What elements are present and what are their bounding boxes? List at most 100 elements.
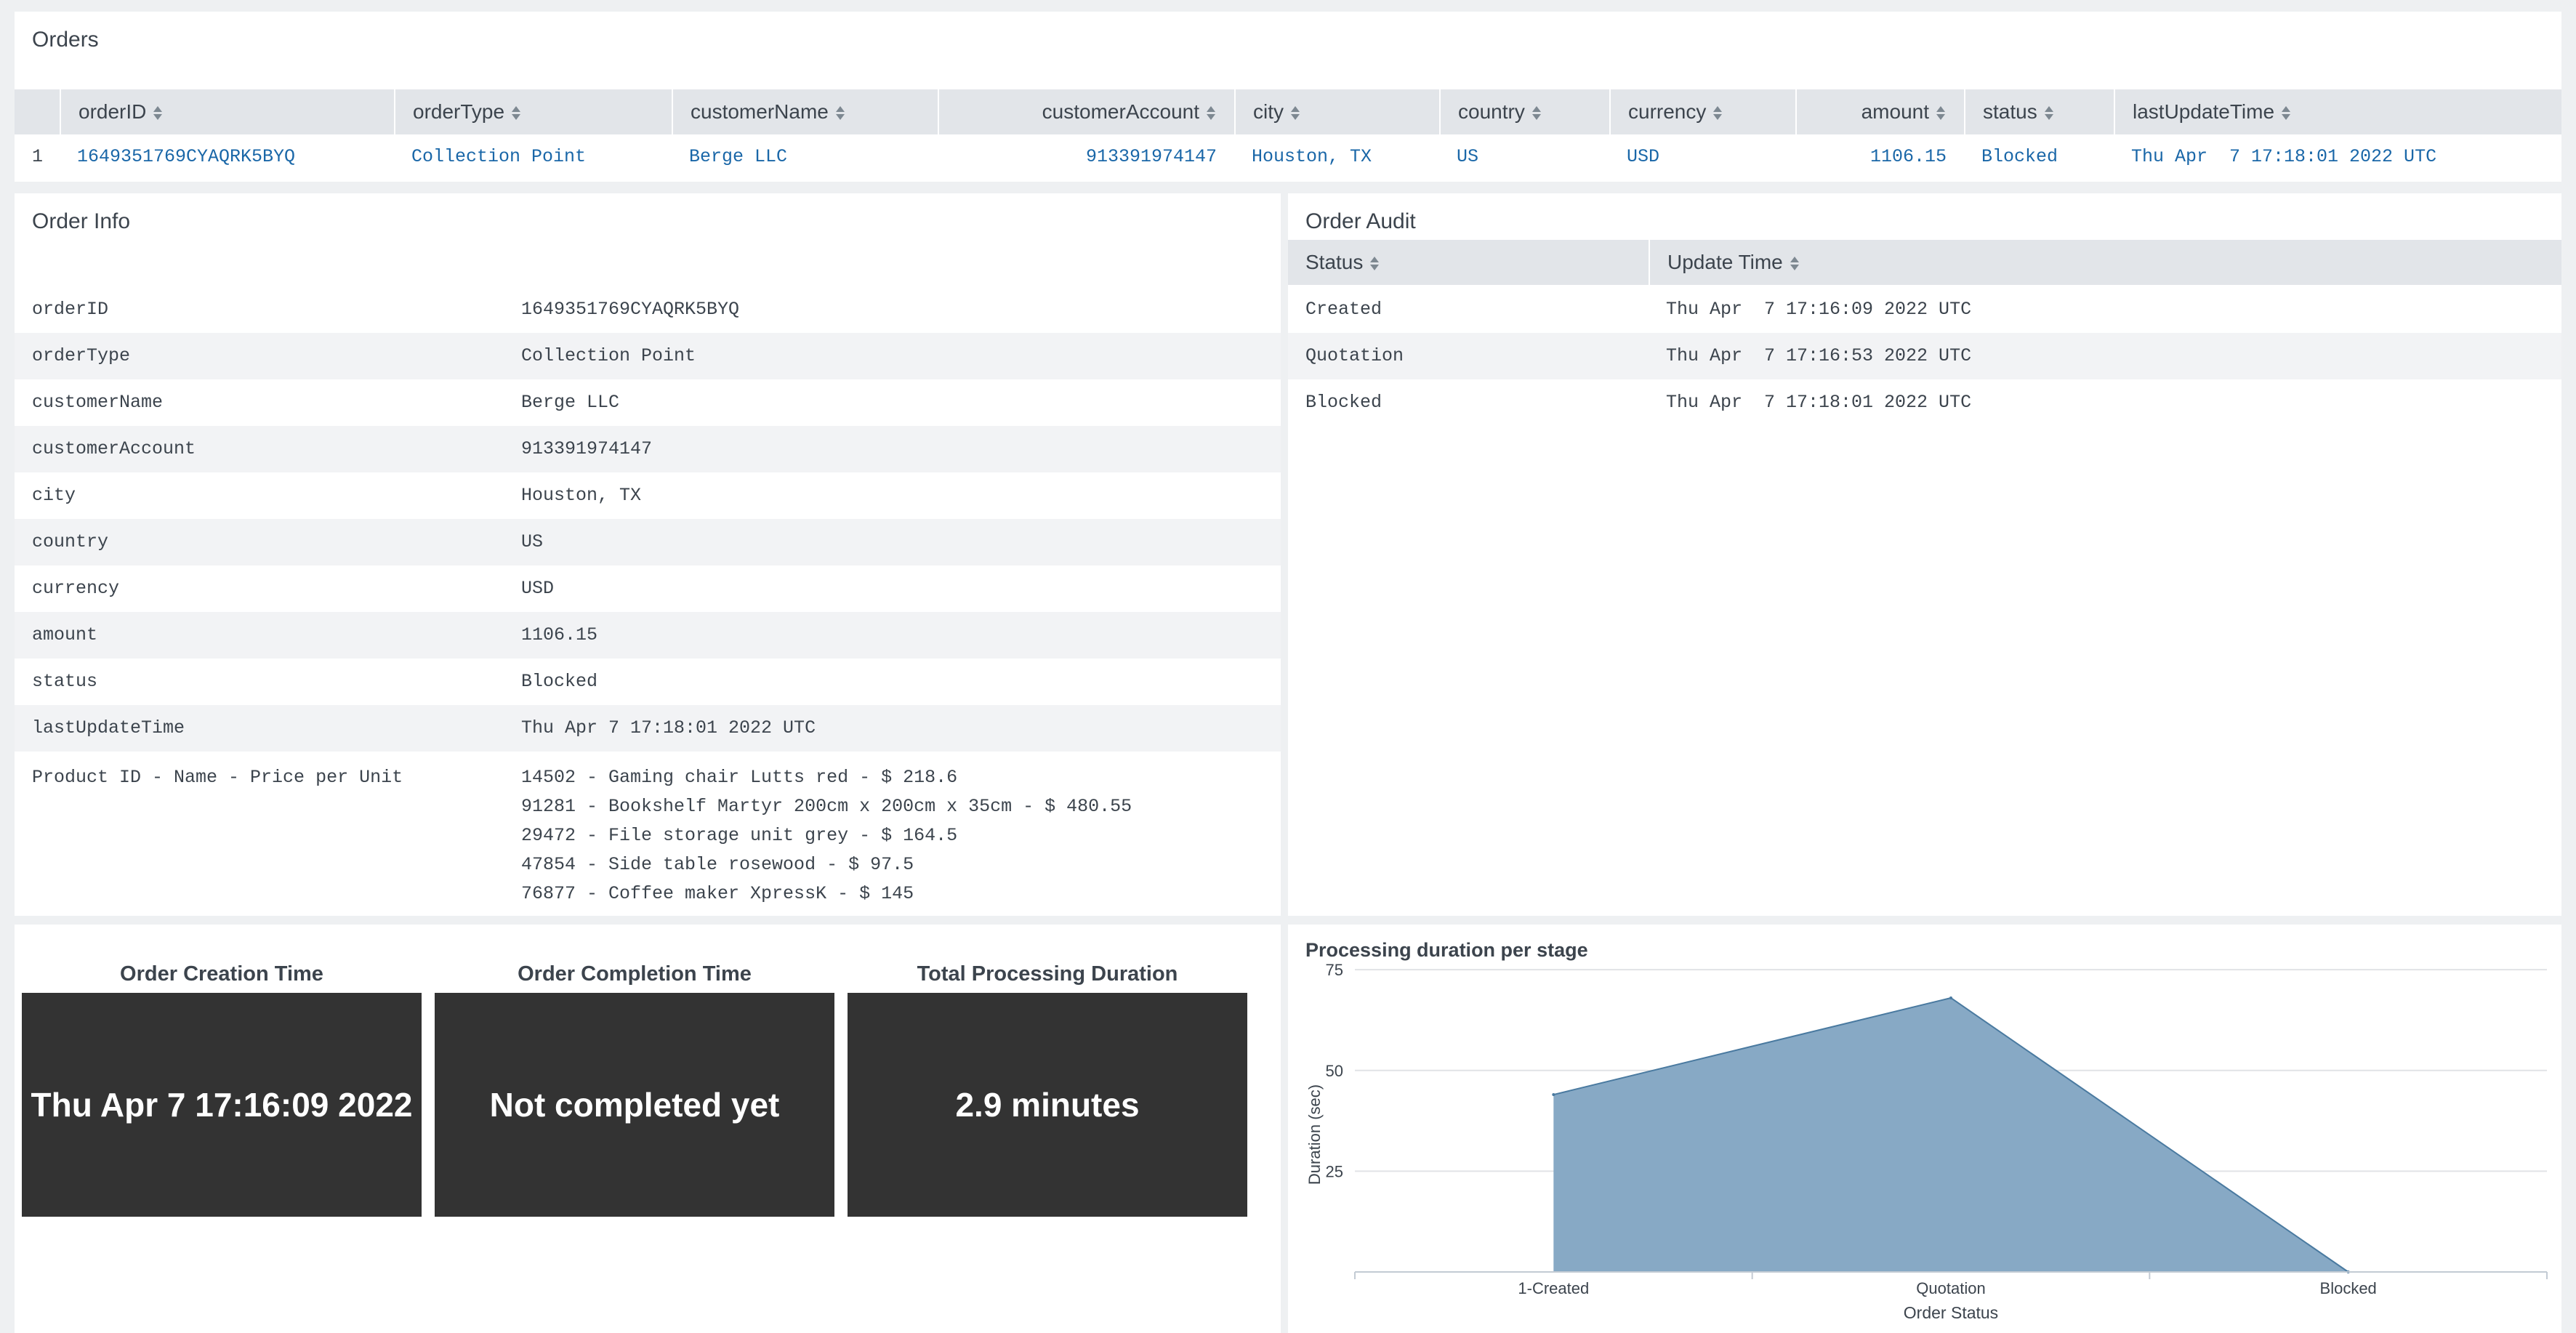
row-number: 1 — [32, 146, 44, 167]
column-label: orderID — [79, 100, 147, 123]
cell-lastupdatetime[interactable]: Thu Apr 7 17:18:01 2022 UTC — [2131, 146, 2437, 167]
single-value-title: Total Processing Duration — [917, 962, 1178, 986]
column-label: lastUpdateTime — [2133, 100, 2275, 123]
audit-table-header: Status Update Time — [1288, 240, 2561, 285]
info-key: currency — [32, 578, 120, 599]
column-header-update-time[interactable]: Update Time — [1649, 240, 2561, 285]
column-label: Update Time — [1667, 251, 1783, 273]
sort-icon[interactable] — [1712, 104, 1723, 123]
sort-icon[interactable] — [1205, 104, 1217, 123]
audit-time: Thu Apr 7 17:16:53 2022 UTC — [1666, 345, 1972, 366]
y-axis-title: Duration (sec) — [1305, 1084, 1324, 1185]
info-key: lastUpdateTime — [32, 717, 185, 738]
sort-icon[interactable] — [834, 104, 846, 123]
order-audit-title: Order Audit — [1305, 209, 1416, 233]
info-key: city — [32, 485, 76, 506]
single-values-panel: Order Creation Time Thu Apr 7 17:16:09 2… — [15, 925, 1281, 1333]
cell-ordertype[interactable]: Collection Point — [411, 146, 587, 167]
info-row-currency: currency USD — [15, 565, 1281, 612]
data-point — [1949, 996, 1952, 999]
column-label: customerName — [691, 100, 829, 123]
y-tick-label: 50 — [1326, 1062, 1343, 1080]
info-row-lastupdatetime: lastUpdateTime Thu Apr 7 17:18:01 2022 U… — [15, 705, 1281, 752]
cell-orderid[interactable]: 1649351769CYAQRK5BYQ — [77, 146, 296, 167]
column-label: country — [1458, 100, 1525, 123]
column-header-amount[interactable]: amount — [1795, 89, 1964, 134]
column-header-status[interactable]: Status — [1288, 240, 1649, 285]
column-label: amount — [1861, 100, 1929, 123]
column-header-lastupdatetime[interactable]: lastUpdateTime — [2114, 89, 2561, 134]
info-value: Houston, TX — [521, 485, 642, 506]
product-item: 29472 - File storage unit grey - $ 164.5 — [521, 825, 958, 846]
sort-icon[interactable] — [152, 104, 164, 123]
info-value: Berge LLC — [521, 392, 620, 413]
column-header-city[interactable]: city — [1234, 89, 1439, 134]
chart-panel: 25 50 75 1-Created Quotation Blocked Order Sta… — [1288, 925, 2561, 1333]
info-key: orderID — [32, 299, 109, 320]
cell-currency[interactable]: USD — [1627, 146, 1660, 167]
area-series — [1553, 997, 2348, 1272]
table-row: Blocked Thu Apr 7 17:18:01 2022 UTC — [1288, 379, 2561, 426]
info-row-status: status Blocked — [15, 659, 1281, 705]
sort-icon[interactable] — [2043, 104, 2055, 123]
info-value: 913391974147 — [521, 438, 653, 459]
info-row-customername: customerName Berge LLC — [15, 379, 1281, 426]
column-header-country[interactable]: country — [1439, 89, 1609, 134]
x-tick-label: Blocked — [2320, 1279, 2377, 1297]
column-label: status — [1983, 100, 2037, 123]
info-value: US — [521, 531, 544, 552]
info-value: 1649351769CYAQRK5BYQ — [521, 299, 740, 320]
audit-time: Thu Apr 7 17:16:09 2022 UTC — [1666, 299, 1972, 320]
column-header-orderid[interactable]: orderID — [60, 89, 394, 134]
column-header-customeraccount[interactable]: customerAccount — [938, 89, 1234, 134]
sort-icon[interactable] — [1789, 254, 1800, 273]
info-value: 1106.15 — [521, 624, 598, 645]
cell-status[interactable]: Blocked — [1981, 146, 2058, 167]
sort-icon[interactable] — [1289, 104, 1301, 123]
single-value-processing-duration: 2.9 minutes — [848, 993, 1247, 1217]
cell-city[interactable]: Houston, TX — [1252, 146, 1372, 167]
info-row-ordertype: orderType Collection Point — [15, 333, 1281, 379]
info-key: orderType — [32, 345, 131, 366]
product-item: 76877 - Coffee maker XpressK - $ 145 — [521, 883, 914, 904]
info-key: country — [32, 531, 109, 552]
sort-icon[interactable] — [2280, 104, 2292, 123]
products-key: Product ID - Name - Price per Unit — [32, 767, 403, 788]
table-row: Quotation Thu Apr 7 17:16:53 2022 UTC — [1288, 333, 2561, 379]
info-row-city: city Houston, TX — [15, 472, 1281, 519]
product-item: 14502 - Gaming chair Lutts red - $ 218.6 — [521, 767, 958, 788]
x-tick-label: Quotation — [1916, 1279, 1985, 1297]
info-key: customerAccount — [32, 438, 196, 459]
audit-status: Blocked — [1305, 392, 1382, 413]
order-audit-panel: Order Audit Status Update Time Created T… — [1288, 193, 2561, 916]
processing-duration-chart: 25 50 75 1-Created Quotation Blocked Order Sta… — [1305, 961, 2548, 1322]
info-key: amount — [32, 624, 98, 645]
cell-customername[interactable]: Berge LLC — [689, 146, 788, 167]
cell-country[interactable]: US — [1457, 146, 1479, 167]
orders-table-header: orderID orderType customerName customerA… — [15, 89, 2561, 134]
audit-status: Quotation — [1305, 345, 1404, 366]
x-axis-title: Order Status — [1904, 1303, 1998, 1322]
column-header-ordertype[interactable]: orderType — [394, 89, 672, 134]
info-key: status — [32, 671, 98, 692]
column-header-status[interactable]: status — [1964, 89, 2114, 134]
sort-icon[interactable] — [1369, 254, 1380, 273]
column-header-currency[interactable]: currency — [1609, 89, 1795, 134]
table-row: Created Thu Apr 7 17:16:09 2022 UTC — [1288, 286, 2561, 333]
column-header-customername[interactable]: customerName — [672, 89, 938, 134]
sort-icon[interactable] — [1531, 104, 1542, 123]
table-row[interactable]: 1 1649351769CYAQRK5BYQ Collection Point … — [15, 134, 2561, 180]
cell-amount[interactable]: 1106.15 — [1869, 146, 1947, 167]
info-value: Blocked — [521, 671, 598, 692]
products-list: 14502 - Gaming chair Lutts red - $ 218.6… — [521, 763, 1132, 909]
audit-time: Thu Apr 7 17:18:01 2022 UTC — [1666, 392, 1972, 413]
sort-icon[interactable] — [1935, 104, 1947, 123]
product-item: 47854 - Side table rosewood - $ 97.5 — [521, 854, 914, 875]
info-value: Collection Point — [521, 345, 696, 366]
sort-icon[interactable] — [510, 104, 522, 123]
column-label: Status — [1305, 251, 1364, 273]
info-row-country: country US — [15, 519, 1281, 565]
cell-customeraccount[interactable]: 913391974147 — [1085, 146, 1217, 167]
column-label: orderType — [413, 100, 505, 123]
row-number-header — [15, 89, 60, 134]
